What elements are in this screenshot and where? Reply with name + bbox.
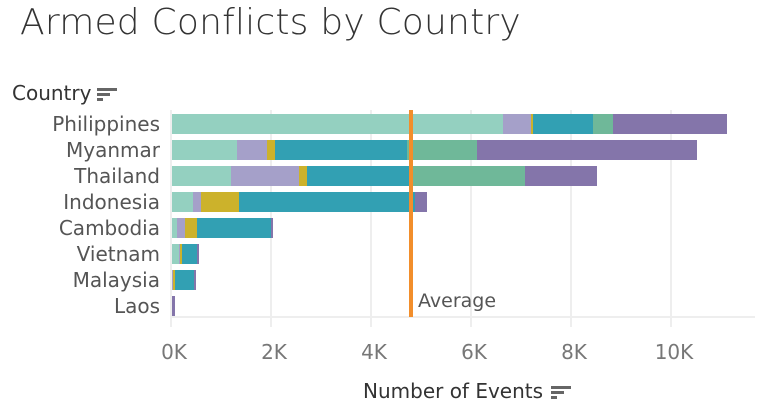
y-axis-header: Country bbox=[12, 81, 118, 105]
x-axis-header: Number of Events bbox=[363, 379, 572, 403]
bar-segment[interactable] bbox=[172, 218, 177, 238]
x-tick-label: 4K bbox=[361, 340, 388, 364]
bar-segment[interactable] bbox=[407, 140, 477, 160]
x-axis-ticks: 0K 2K 4K 6K 8K 10K bbox=[161, 340, 694, 364]
bar-segment[interactable] bbox=[613, 114, 727, 134]
bar-segment[interactable] bbox=[415, 192, 427, 212]
bars bbox=[172, 114, 727, 316]
bar-segment[interactable] bbox=[172, 114, 503, 134]
bar-segment[interactable] bbox=[175, 270, 194, 290]
x-axis-title: Number of Events bbox=[363, 379, 544, 403]
country-label: Indonesia bbox=[63, 190, 160, 214]
bar-segment[interactable] bbox=[172, 244, 179, 264]
bar-segment[interactable] bbox=[531, 114, 533, 134]
bar-segment[interactable] bbox=[525, 166, 597, 186]
x-tick-label: 0K bbox=[161, 340, 188, 364]
country-label: Laos bbox=[114, 294, 160, 318]
bar-segment[interactable] bbox=[197, 244, 199, 264]
bar-segment[interactable] bbox=[299, 166, 307, 186]
country-label: Thailand bbox=[73, 164, 160, 188]
average-reference-line: Average bbox=[409, 110, 496, 317]
sort-icon[interactable] bbox=[97, 87, 118, 101]
country-label: Vietnam bbox=[77, 242, 160, 266]
bar-segment[interactable] bbox=[197, 218, 271, 238]
bar-segment[interactable] bbox=[172, 270, 173, 290]
bar-segment[interactable] bbox=[172, 296, 175, 316]
bar-segment[interactable] bbox=[172, 166, 231, 186]
bar-segment[interactable] bbox=[237, 140, 267, 160]
x-tick-label: 10K bbox=[655, 340, 694, 364]
y-axis-title: Country bbox=[12, 81, 92, 105]
bar-segment[interactable] bbox=[271, 218, 273, 238]
bar-segment[interactable] bbox=[194, 270, 196, 290]
country-label: Malaysia bbox=[73, 268, 160, 292]
x-tick-label: 2K bbox=[261, 340, 288, 364]
country-labels: PhilippinesMyanmarThailandIndonesiaCambo… bbox=[52, 112, 161, 318]
bar-segment[interactable] bbox=[239, 192, 415, 212]
bar-segment[interactable] bbox=[267, 140, 275, 160]
x-tick-label: 8K bbox=[561, 340, 588, 364]
bar-segment[interactable] bbox=[503, 114, 531, 134]
country-label: Philippines bbox=[52, 112, 160, 136]
bar-segment[interactable] bbox=[180, 244, 182, 264]
bar-segment[interactable] bbox=[177, 218, 185, 238]
bar-segment[interactable] bbox=[173, 270, 175, 290]
bar-segment[interactable] bbox=[307, 166, 410, 186]
sort-icon[interactable] bbox=[551, 385, 572, 399]
bar-segment[interactable] bbox=[410, 166, 525, 186]
bar-segment[interactable] bbox=[201, 192, 239, 212]
bar-segment[interactable] bbox=[231, 166, 299, 186]
bar-segment[interactable] bbox=[193, 192, 201, 212]
bar-segment[interactable] bbox=[179, 244, 180, 264]
x-tick-label: 6K bbox=[461, 340, 488, 364]
average-label: Average bbox=[418, 290, 496, 312]
bar-segment[interactable] bbox=[185, 218, 197, 238]
chart-title: Armed Conflicts by Country bbox=[20, 2, 521, 43]
country-label: Cambodia bbox=[59, 216, 160, 240]
bar-segment[interactable] bbox=[593, 114, 613, 134]
country-label: Myanmar bbox=[66, 138, 161, 162]
bar-segment[interactable] bbox=[477, 140, 697, 160]
bar-segment[interactable] bbox=[172, 140, 237, 160]
bar-segment[interactable] bbox=[275, 140, 407, 160]
bar-segment[interactable] bbox=[182, 244, 197, 264]
bar-segment[interactable] bbox=[172, 192, 193, 212]
bar-segment[interactable] bbox=[533, 114, 593, 134]
